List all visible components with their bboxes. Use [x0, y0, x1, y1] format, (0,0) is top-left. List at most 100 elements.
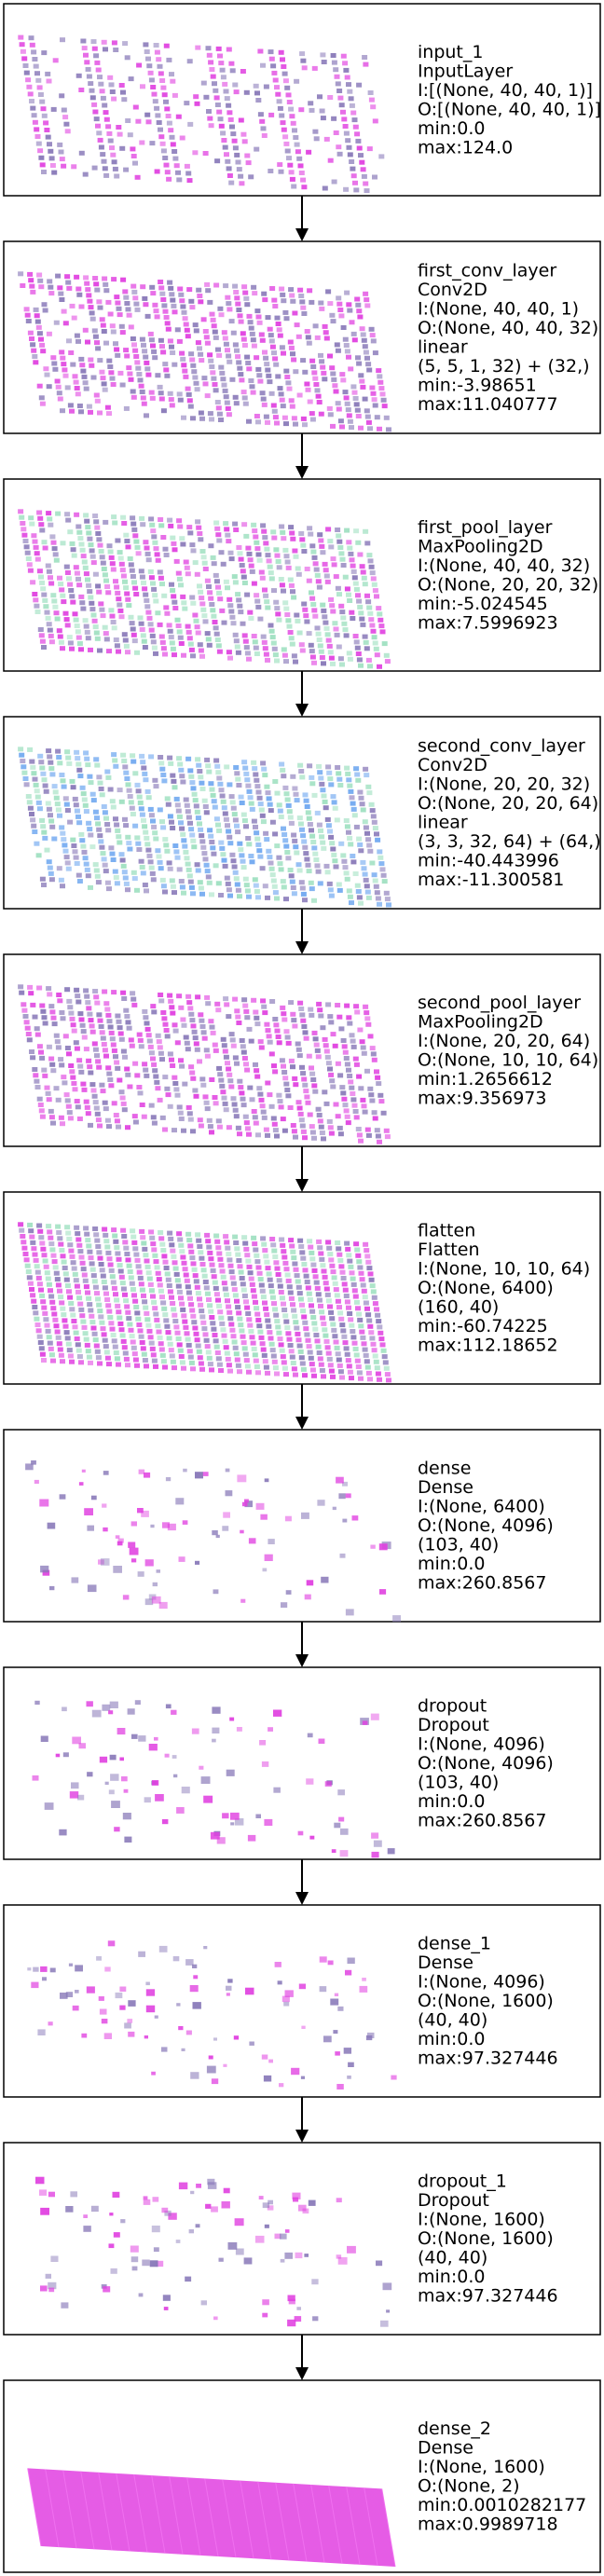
activation-cell — [377, 901, 382, 907]
activation-cell — [159, 78, 166, 83]
activation-cell — [350, 1038, 356, 1044]
activation-cell — [130, 574, 136, 579]
activation-cell — [309, 358, 316, 363]
activation-cell — [223, 283, 229, 289]
activation-cell — [152, 1068, 158, 1074]
activation-cell — [207, 537, 213, 542]
activation-cell — [328, 1368, 335, 1374]
activation-cell — [330, 846, 336, 852]
activation-cell — [368, 1039, 375, 1045]
activation-cell — [244, 1253, 251, 1258]
activation-cell — [210, 317, 216, 322]
activation-cell — [309, 417, 316, 422]
activation-cell — [138, 621, 144, 626]
activation-cell — [151, 824, 158, 829]
activation-cell — [228, 1269, 235, 1275]
activation-cell — [329, 365, 336, 371]
activation-cell — [76, 1117, 83, 1121]
activation-cell — [344, 1114, 350, 1119]
activation-cell — [187, 641, 194, 647]
activation-cell — [321, 1321, 327, 1326]
activation-cell — [78, 88, 85, 92]
activation-cell — [248, 1038, 254, 1044]
activation-cell — [272, 1069, 279, 1075]
activation-cell — [167, 576, 173, 582]
activation-cell — [196, 1000, 202, 1006]
activation-cell — [383, 652, 390, 658]
activation-cell — [76, 635, 82, 640]
activation-cell — [58, 1241, 64, 1247]
activation-cell — [105, 1012, 112, 1018]
activation-cell — [39, 580, 46, 585]
activation-cell — [248, 563, 254, 569]
activation-cell — [153, 888, 158, 894]
activation-cell — [55, 622, 62, 627]
activation-cell — [363, 1352, 369, 1358]
activation-cell — [366, 1318, 373, 1323]
activation-cell — [301, 787, 308, 791]
activation-cell — [121, 283, 128, 288]
activation-cell — [188, 884, 195, 890]
activation-cell — [296, 1291, 303, 1296]
activation-cell — [196, 1111, 202, 1117]
activation-cell — [253, 1062, 258, 1067]
activation-cell — [95, 531, 102, 536]
activation-cell — [34, 1032, 41, 1037]
activation-cell — [144, 835, 150, 841]
activation-cell — [145, 119, 152, 125]
activation-cell — [59, 773, 65, 777]
activation-cell — [55, 986, 62, 992]
activation-cell — [32, 1252, 38, 1257]
activation-cell — [363, 528, 369, 534]
activation-cell — [157, 63, 163, 69]
activation-cell — [271, 826, 277, 831]
activation-cell — [193, 618, 199, 623]
activation-cell — [205, 637, 212, 642]
activation-cell — [175, 861, 182, 866]
activation-cell — [69, 1121, 75, 1127]
activation-cell — [158, 575, 164, 581]
activation-cell — [117, 793, 124, 799]
activation-cell — [285, 380, 292, 386]
activation-cell — [200, 80, 207, 86]
activation-cell — [85, 1238, 91, 1243]
activation-cell — [135, 313, 142, 319]
activation-cell — [172, 843, 179, 848]
activation-cell — [374, 1365, 380, 1371]
activation-cell — [149, 633, 156, 638]
activation-cell — [179, 350, 185, 356]
activation-cell — [177, 1348, 184, 1353]
activation-cell — [261, 1241, 268, 1247]
activation-cell — [88, 884, 93, 890]
activation-cell — [35, 615, 42, 621]
activation-cell — [246, 842, 253, 847]
activation-cell — [199, 1129, 205, 1134]
activation-cell — [347, 1074, 353, 1078]
activation-cell — [241, 1235, 248, 1240]
activation-cell — [200, 1030, 207, 1035]
activation-cell — [227, 603, 234, 609]
activation-cell — [104, 404, 111, 410]
activation-cell — [179, 409, 185, 415]
activation-cell — [36, 569, 43, 574]
activation-cell — [271, 297, 278, 303]
activation-cell — [294, 375, 300, 380]
activation-cell — [48, 1115, 55, 1120]
activation-cell — [235, 1252, 241, 1257]
activation-cell — [124, 1252, 130, 1256]
activation-cell — [230, 383, 237, 389]
activation-cell — [116, 781, 122, 787]
activation-cell — [161, 92, 168, 98]
activation-cell — [365, 1021, 372, 1027]
activation-cell — [111, 277, 117, 282]
activation-cell — [60, 593, 66, 598]
activation-cell — [361, 628, 367, 634]
activation-cell — [268, 333, 274, 338]
activation-cell — [350, 854, 356, 858]
activation-cell — [83, 809, 89, 815]
activation-cell — [355, 1127, 362, 1131]
activation-cell — [136, 1269, 143, 1275]
activation-cell — [295, 1047, 302, 1052]
activation-cell — [209, 892, 214, 897]
activation-cell — [120, 573, 127, 579]
